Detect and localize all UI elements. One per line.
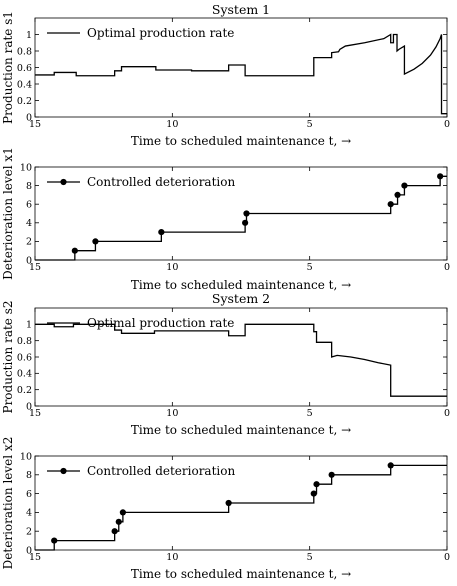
legend-label: Controlled deterioration — [87, 175, 235, 189]
series-line — [35, 323, 447, 397]
chart-panel-2: 15 10 5 0 0 2 4 6 8 10 Time to scheduled maintenan… — [1, 147, 450, 292]
data-point — [158, 229, 165, 236]
y-tick-label: 0 — [26, 545, 32, 556]
data-point — [313, 481, 320, 488]
y-tick-label: 10 — [20, 451, 32, 462]
data-point — [225, 499, 232, 507]
x-axis-label: Time to scheduled maintenance t, → — [131, 134, 351, 148]
y-tick-label: 0.4 — [17, 369, 32, 380]
y-tick-label: 2 — [26, 527, 32, 538]
legend-label: Controlled deterioration — [87, 464, 235, 478]
x-axis-label: Time to scheduled maintenance t, → — [131, 423, 351, 437]
y-tick-label: 0 — [26, 112, 32, 123]
chart-panel-4: 15 10 5 0 0 2 4 6 8 10 Time to scheduled maintenan… — [1, 437, 450, 581]
y-axis-label: Deterioration level x2 — [1, 437, 15, 570]
chart-panel-3: System 2 15 10 5 0 0 0.2 0.4 0.6 0.8 1 Time to sche… — [1, 291, 450, 437]
y-tick-label: 0 — [26, 401, 32, 412]
data-point — [310, 490, 317, 497]
y-tick-label: 4 — [26, 218, 32, 229]
legend-label: Optimal production rate — [87, 26, 234, 40]
x-tick-label: 15 — [29, 119, 41, 130]
x-tick-label: 0 — [444, 552, 450, 563]
x-tick-label: 5 — [307, 119, 313, 130]
x-tick-label: 15 — [29, 262, 41, 273]
legend-marker-sample — [60, 178, 67, 186]
x-axis-label: Time to scheduled maintenance t, → — [131, 567, 351, 581]
x-tick-label: 5 — [307, 262, 313, 273]
plot-frame — [34, 166, 448, 261]
y-tick-label: 6 — [26, 489, 32, 500]
series-line — [35, 33, 447, 115]
y-tick-label: 1 — [26, 320, 32, 331]
x-tick-label: 10 — [166, 408, 178, 419]
chart-panel-1: System 1 15 10 5 0 0 0.2 0.4 0.6 0.8 1 Time to sche… — [1, 2, 450, 148]
data-point — [387, 462, 394, 469]
x-tick-label: 0 — [444, 408, 450, 419]
y-axis-label: Production rate s2 — [1, 300, 15, 413]
data-point — [92, 238, 99, 245]
x-tick-label: 15 — [29, 408, 41, 419]
x-tick-label: 15 — [29, 552, 41, 563]
x-tick-label: 0 — [444, 119, 450, 130]
y-tick-label: 0.6 — [17, 352, 32, 363]
data-point — [242, 219, 249, 226]
x-tick-label: 5 — [307, 408, 313, 419]
y-tick-label: 0.2 — [17, 96, 32, 107]
chart-title: System 1 — [212, 2, 270, 17]
x-tick-label: 10 — [166, 552, 178, 563]
x-tick-label: 5 — [307, 552, 313, 563]
legend-label: Optimal production rate — [87, 316, 234, 330]
chart-title: System 2 — [212, 291, 270, 306]
y-tick-label: 10 — [20, 162, 32, 173]
x-tick-label: 0 — [444, 262, 450, 273]
data-point — [243, 210, 250, 217]
y-tick-label: 4 — [26, 508, 32, 519]
series-line — [35, 464, 447, 551]
data-point — [394, 191, 401, 198]
data-point — [119, 509, 126, 516]
data-point — [51, 537, 58, 544]
y-tick-label: 8 — [26, 470, 32, 481]
data-point — [71, 247, 78, 254]
x-tick-label: 10 — [166, 119, 178, 130]
data-point — [115, 518, 122, 525]
plot-frame — [34, 455, 448, 551]
x-tick-label: 10 — [166, 262, 178, 273]
y-axis-label: Deterioration level x1 — [1, 147, 15, 280]
y-tick-label: 6 — [26, 200, 32, 211]
y-axis-label: Production rate s1 — [1, 11, 15, 124]
y-tick-label: 0.6 — [17, 63, 32, 74]
data-point — [401, 182, 408, 189]
y-tick-label: 0.8 — [17, 46, 32, 57]
data-point — [111, 528, 118, 535]
y-tick-label: 1 — [26, 30, 32, 41]
y-tick-label: 2 — [26, 237, 32, 248]
y-tick-label: 8 — [26, 181, 32, 192]
data-point — [328, 471, 335, 478]
x-axis-label: Time to scheduled maintenance t, → — [131, 278, 351, 292]
data-point — [437, 173, 444, 180]
legend-marker-sample — [60, 467, 67, 475]
y-tick-label: 0.8 — [17, 336, 32, 347]
y-tick-label: 0.2 — [17, 385, 32, 396]
y-tick-label: 0.4 — [17, 79, 32, 90]
y-tick-label: 0 — [26, 255, 32, 266]
data-point — [387, 201, 394, 208]
